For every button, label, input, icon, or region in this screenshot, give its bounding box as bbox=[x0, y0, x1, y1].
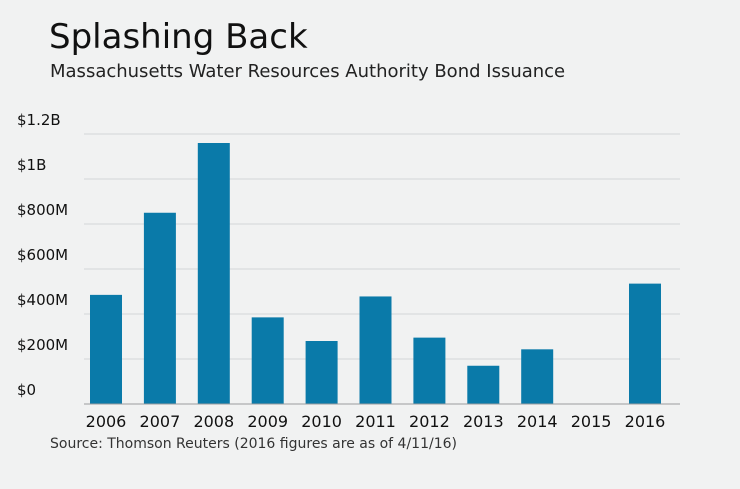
bar-2014 bbox=[521, 349, 554, 404]
bar-2006 bbox=[90, 294, 122, 404]
x-tick-label: 2010 bbox=[301, 412, 342, 431]
x-tick-label: 2013 bbox=[463, 412, 504, 431]
bar-2011 bbox=[359, 296, 392, 404]
bar-2016 bbox=[629, 283, 661, 404]
y-tick-label: $600M bbox=[17, 246, 68, 264]
bar-2009 bbox=[251, 317, 284, 404]
chart-title: Splashing Back bbox=[49, 17, 308, 57]
y-tick-label: $0 bbox=[17, 381, 36, 399]
y-tick-label: $200M bbox=[17, 336, 68, 354]
x-tick-label: 2009 bbox=[247, 412, 288, 431]
bar-2008 bbox=[197, 143, 230, 404]
x-tick-label: 2008 bbox=[193, 412, 234, 431]
x-tick-label: 2007 bbox=[140, 412, 181, 431]
x-tick-label: 2016 bbox=[625, 412, 666, 431]
bar-2012 bbox=[413, 337, 446, 404]
bar-2010 bbox=[305, 341, 338, 404]
y-tick-label: $800M bbox=[17, 201, 68, 219]
bar-2013 bbox=[467, 365, 500, 404]
chart-source-note: Source: Thomson Reuters (2016 figures ar… bbox=[50, 436, 457, 452]
x-axis-tick-labels: 2006 2007 2008 2009 2010 2011 2012 2013 2014 2015… bbox=[86, 412, 666, 431]
chart-subtitle: Massachusetts Water Resources Authority … bbox=[50, 61, 566, 82]
x-tick-label: 2006 bbox=[86, 412, 127, 431]
x-tick-label: 2015 bbox=[571, 412, 612, 431]
bars bbox=[90, 143, 661, 404]
x-tick-label: 2011 bbox=[355, 412, 396, 431]
y-axis-tick-labels: $0 $200M $400M $600M $800M $1B $1.2B bbox=[17, 111, 68, 399]
y-tick-label: $1.2B bbox=[17, 111, 61, 129]
x-tick-label: 2012 bbox=[409, 412, 450, 431]
y-tick-label: $400M bbox=[17, 291, 68, 309]
bar-2007 bbox=[143, 212, 176, 404]
x-tick-label: 2014 bbox=[517, 412, 558, 431]
y-tick-label: $1B bbox=[17, 156, 46, 174]
